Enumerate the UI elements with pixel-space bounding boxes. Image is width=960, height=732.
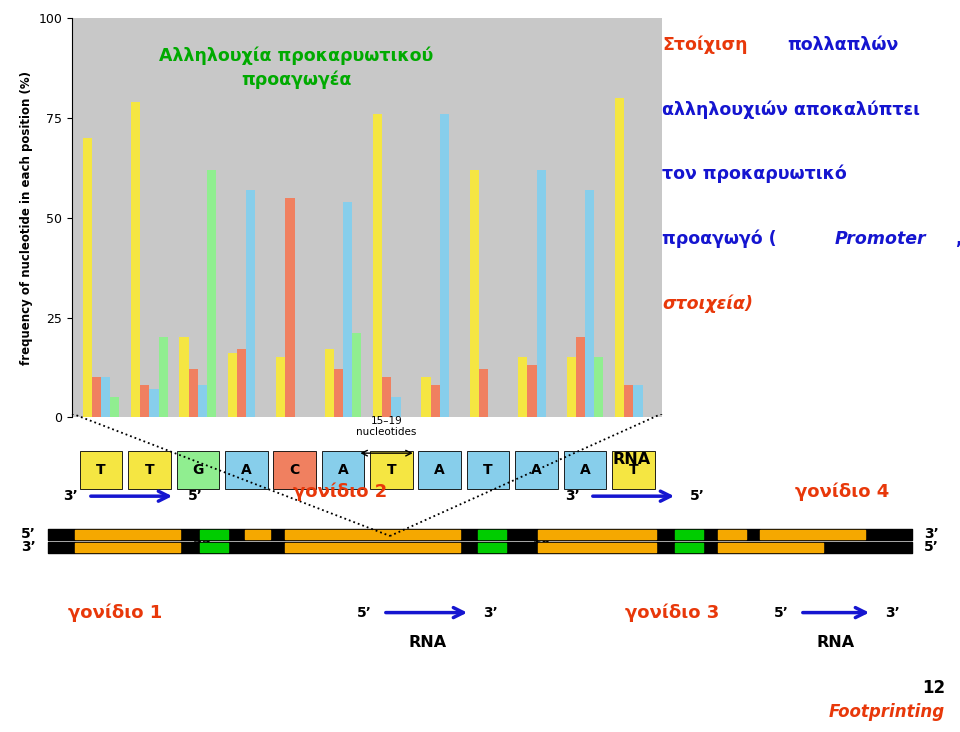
Bar <box>83 138 92 417</box>
Bar <box>158 337 168 417</box>
Text: A: A <box>531 463 542 477</box>
Bar <box>110 397 119 417</box>
Text: τον προκαρυωτικό: τον προκαρυωτικό <box>662 165 847 183</box>
FancyBboxPatch shape <box>80 451 122 489</box>
Bar <box>334 370 343 417</box>
Bar <box>421 378 431 417</box>
Bar <box>479 370 489 417</box>
Bar <box>276 357 285 417</box>
Text: 5’: 5’ <box>924 540 939 554</box>
Text: −35: −35 <box>184 533 212 546</box>
Text: RNA: RNA <box>817 635 855 650</box>
Text: 3’: 3’ <box>483 605 497 619</box>
Text: T: T <box>629 463 638 477</box>
Text: 5’: 5’ <box>188 489 203 503</box>
FancyBboxPatch shape <box>371 451 413 489</box>
Text: ,: , <box>955 230 960 247</box>
FancyBboxPatch shape <box>564 451 607 489</box>
Text: 3’: 3’ <box>565 489 580 503</box>
Text: 5’: 5’ <box>690 489 705 503</box>
FancyBboxPatch shape <box>177 451 219 489</box>
Text: RNA: RNA <box>612 452 651 467</box>
FancyBboxPatch shape <box>322 451 364 489</box>
Text: A: A <box>435 463 445 477</box>
Bar <box>180 337 188 417</box>
FancyBboxPatch shape <box>128 451 171 489</box>
Text: Στοίχιση: Στοίχιση <box>662 35 748 54</box>
Text: 3’: 3’ <box>885 605 900 619</box>
Text: A: A <box>338 463 348 477</box>
Bar <box>92 378 101 417</box>
Bar <box>373 114 382 417</box>
FancyBboxPatch shape <box>419 451 461 489</box>
Text: T: T <box>96 463 106 477</box>
Text: 5’: 5’ <box>21 528 36 542</box>
Text: 3’: 3’ <box>21 540 36 554</box>
Text: RNA: RNA <box>409 635 447 650</box>
Bar <box>594 357 604 417</box>
Bar <box>585 190 594 417</box>
Text: Αλληλουχία προκαρυωτικού
προαγωγέα: Αλληλουχία προκαρυωτικού προαγωγέα <box>159 46 434 89</box>
Text: πολλαπλών: πολλαπλών <box>787 35 899 53</box>
Bar <box>527 365 537 417</box>
Bar <box>131 102 140 417</box>
Text: γονίδιο 4: γονίδιο 4 <box>795 483 889 501</box>
Text: T: T <box>484 463 493 477</box>
FancyBboxPatch shape <box>612 451 655 489</box>
Text: Footprinting: Footprinting <box>828 703 945 721</box>
Bar <box>207 170 216 417</box>
Text: στοιχεία): στοιχεία) <box>662 294 754 313</box>
Text: −10: −10 <box>522 533 551 546</box>
Bar <box>140 385 150 417</box>
Bar <box>198 385 207 417</box>
Text: προαγωγό (: προαγωγό ( <box>662 230 777 248</box>
Text: 5’: 5’ <box>357 605 372 619</box>
Bar <box>237 349 246 417</box>
Text: 5’: 5’ <box>774 605 789 619</box>
Text: C: C <box>290 463 300 477</box>
Bar <box>285 198 295 417</box>
Bar <box>382 378 392 417</box>
Bar <box>440 114 449 417</box>
Text: γονίδιο 3: γονίδιο 3 <box>625 603 719 622</box>
Text: 12: 12 <box>922 679 945 697</box>
Bar <box>246 190 255 417</box>
Text: Promoter: Promoter <box>835 230 926 247</box>
Text: A: A <box>580 463 590 477</box>
FancyBboxPatch shape <box>467 451 510 489</box>
Bar <box>392 397 400 417</box>
Text: T: T <box>145 463 155 477</box>
Bar <box>324 349 334 417</box>
Text: T: T <box>387 463 396 477</box>
Text: γονίδιο 2: γονίδιο 2 <box>293 483 387 501</box>
FancyBboxPatch shape <box>274 451 316 489</box>
Bar <box>518 357 527 417</box>
Bar <box>352 334 361 417</box>
Bar <box>566 357 576 417</box>
FancyBboxPatch shape <box>516 451 558 489</box>
Text: 3’: 3’ <box>924 528 939 542</box>
Bar <box>469 170 479 417</box>
Bar <box>343 202 352 417</box>
Text: γονίδιο 1: γονίδιο 1 <box>68 603 162 622</box>
Bar <box>150 389 158 417</box>
Bar <box>537 170 546 417</box>
Text: A: A <box>241 463 252 477</box>
FancyBboxPatch shape <box>225 451 268 489</box>
Bar <box>188 370 198 417</box>
Text: 3’: 3’ <box>63 489 78 503</box>
Bar <box>431 385 440 417</box>
Bar <box>634 385 642 417</box>
Bar <box>101 378 110 417</box>
Bar <box>624 385 634 417</box>
Text: αλληλουχιών αποκαλύπτει: αλληλουχιών αποκαλύπτει <box>662 100 921 119</box>
Bar <box>228 354 237 417</box>
Text: 15–19
nucleotides: 15–19 nucleotides <box>356 416 417 437</box>
Text: G: G <box>192 463 204 477</box>
Y-axis label: frequency of nucleotide in each position (%): frequency of nucleotide in each position… <box>20 71 33 365</box>
Bar <box>615 98 624 417</box>
Bar <box>576 337 585 417</box>
